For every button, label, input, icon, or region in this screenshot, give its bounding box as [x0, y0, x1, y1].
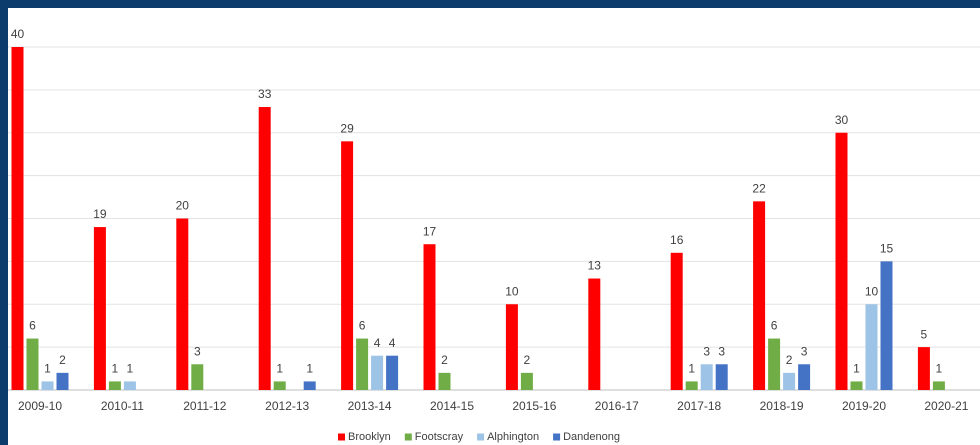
- bar: [423, 244, 436, 390]
- value-label: 1: [936, 362, 943, 376]
- bar: [26, 338, 39, 390]
- legend-label: Dandenong: [563, 431, 620, 443]
- bar: [768, 338, 781, 390]
- bar: [123, 381, 136, 390]
- bar: [865, 304, 878, 390]
- value-label: 19: [93, 207, 107, 221]
- value-label: 3: [703, 344, 710, 358]
- value-label: 1: [688, 362, 695, 376]
- value-label: 2: [524, 353, 531, 367]
- bar: [11, 47, 24, 390]
- value-label: 15: [880, 242, 894, 256]
- x-tick-label: 2012-13: [265, 399, 309, 413]
- value-label: 1: [127, 362, 134, 376]
- value-label: 33: [258, 87, 272, 101]
- value-label: 6: [359, 319, 366, 333]
- legend-swatch: [404, 433, 412, 441]
- value-label: 1: [276, 362, 283, 376]
- value-label: 17: [423, 224, 437, 238]
- value-label: 4: [389, 336, 396, 350]
- plot-background: [8, 8, 980, 445]
- x-tick-label: 2020-21: [924, 399, 968, 413]
- value-label: 1: [306, 362, 313, 376]
- value-label: 1: [44, 362, 51, 376]
- x-tick-label: 2018-19: [760, 399, 804, 413]
- bar: [700, 364, 713, 390]
- bar: [783, 372, 796, 390]
- x-tick-label: 2017-18: [677, 399, 721, 413]
- bar: [835, 132, 848, 390]
- bar: [386, 355, 399, 390]
- bar: [41, 381, 54, 390]
- bar: [715, 364, 728, 390]
- bar: [356, 338, 369, 390]
- value-label: 4: [374, 336, 381, 350]
- value-label: 20: [176, 199, 190, 213]
- bar: [880, 261, 893, 390]
- x-tick-label: 2015-16: [512, 399, 556, 413]
- value-label: 13: [588, 259, 602, 273]
- bar: [850, 381, 863, 390]
- legend-label: Alphington: [487, 431, 539, 443]
- x-tick-label: 2013-14: [348, 399, 392, 413]
- value-label: 2: [59, 353, 66, 367]
- value-label: 10: [505, 284, 519, 298]
- legend-label: Brooklyn: [348, 431, 391, 443]
- value-label: 1: [112, 362, 119, 376]
- value-label: 5: [921, 327, 928, 341]
- value-label: 16: [670, 233, 684, 247]
- value-label: 3: [194, 344, 201, 358]
- x-tick-label: 2016-17: [595, 399, 639, 413]
- bar: [191, 364, 204, 390]
- bar: [685, 381, 698, 390]
- bar: [520, 372, 533, 390]
- x-tick-label: 2019-20: [842, 399, 886, 413]
- value-label: 2: [786, 353, 793, 367]
- bar: [588, 278, 601, 390]
- x-tick-label: 2010-11: [101, 399, 144, 413]
- legend-swatch: [553, 433, 561, 441]
- value-label: 40: [11, 27, 25, 41]
- value-label: 3: [718, 344, 725, 358]
- value-label: 1: [853, 362, 860, 376]
- value-label: 6: [771, 319, 778, 333]
- legend-label: Footscray: [415, 431, 464, 443]
- value-label: 10: [865, 284, 879, 298]
- legend-swatch: [477, 433, 485, 441]
- value-label: 3: [801, 344, 808, 358]
- value-label: 22: [752, 182, 766, 196]
- bar: [670, 252, 683, 390]
- bar: [176, 218, 189, 390]
- bar: [753, 201, 766, 390]
- bar: [303, 381, 316, 390]
- bar: [438, 372, 451, 390]
- bar: [505, 304, 518, 390]
- value-label: 30: [835, 113, 849, 127]
- x-tick-label: 2011-12: [183, 399, 226, 413]
- bar: [56, 372, 69, 390]
- bar: [917, 347, 930, 390]
- bar: [932, 381, 945, 390]
- value-label: 6: [29, 319, 36, 333]
- x-tick-label: 2009-10: [18, 399, 62, 413]
- legend-swatch: [338, 433, 345, 441]
- value-label: 2: [441, 353, 448, 367]
- value-label: 29: [340, 121, 354, 135]
- bar: [371, 355, 384, 390]
- bar: [108, 381, 121, 390]
- bar: [798, 364, 811, 390]
- bar: [341, 141, 354, 390]
- bar: [93, 227, 106, 390]
- bar: [258, 107, 271, 391]
- x-tick-label: 2014-15: [430, 399, 474, 413]
- bar: [273, 381, 286, 390]
